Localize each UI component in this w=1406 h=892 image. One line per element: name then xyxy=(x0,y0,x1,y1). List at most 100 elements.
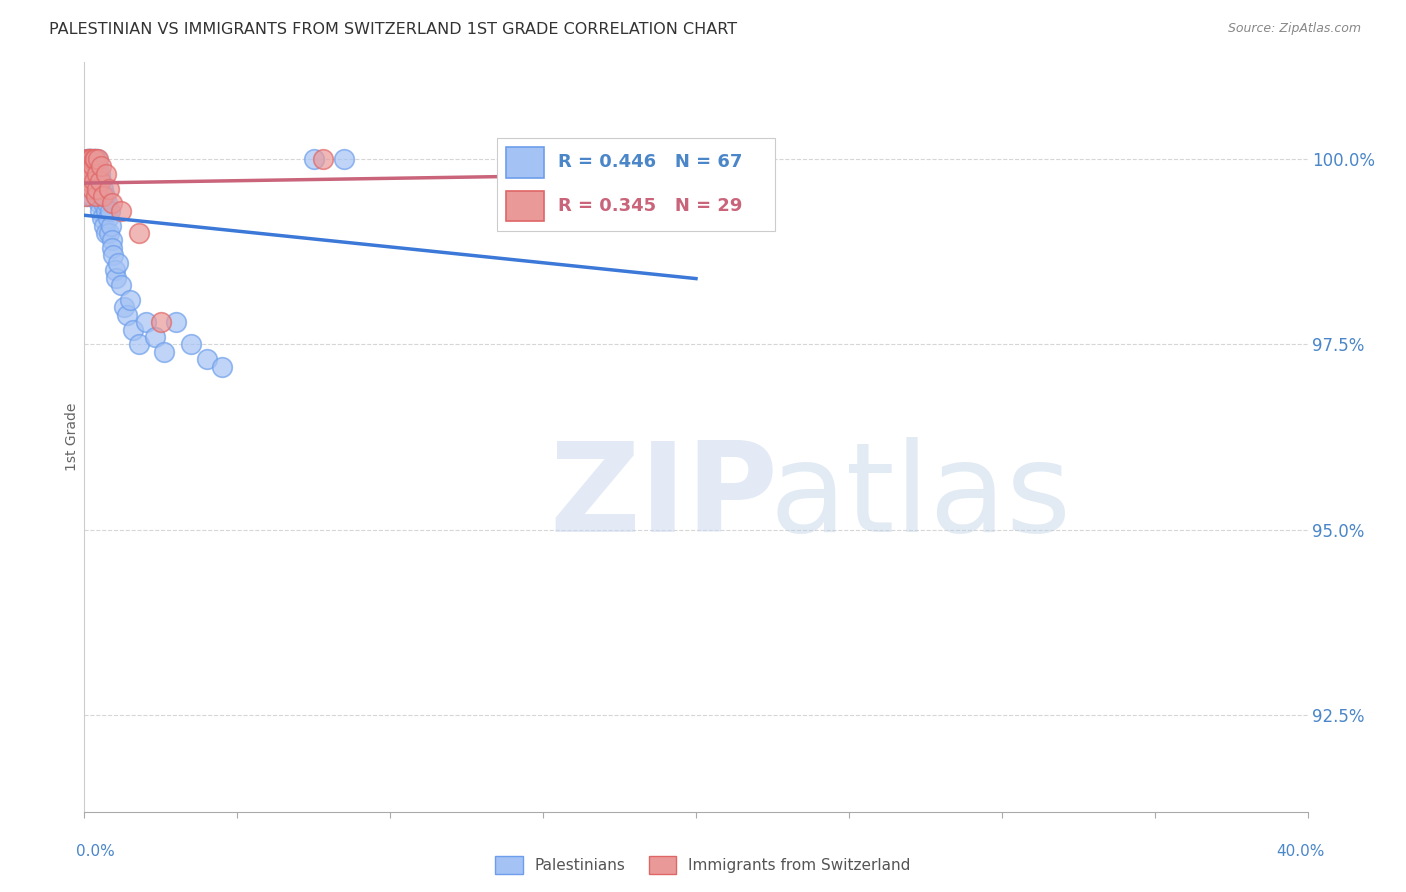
Point xyxy=(112,300,135,314)
Point xyxy=(100,219,122,233)
Text: PALESTINIAN VS IMMIGRANTS FROM SWITZERLAND 1ST GRADE CORRELATION CHART: PALESTINIAN VS IMMIGRANTS FROM SWITZERLA… xyxy=(49,22,737,37)
Point xyxy=(87,196,110,211)
Point xyxy=(77,159,100,173)
FancyBboxPatch shape xyxy=(506,191,544,221)
Point xyxy=(84,181,107,195)
Point xyxy=(80,167,103,181)
Point xyxy=(79,152,101,166)
Point xyxy=(89,174,111,188)
Point xyxy=(79,174,101,188)
Text: Source: ZipAtlas.com: Source: ZipAtlas.com xyxy=(1227,22,1361,36)
Point xyxy=(75,189,97,203)
Point xyxy=(94,203,117,218)
Point xyxy=(82,159,104,173)
Point xyxy=(77,181,100,195)
Legend: Palestinians, Immigrants from Switzerland: Palestinians, Immigrants from Switzerlan… xyxy=(489,850,917,880)
Point xyxy=(86,152,108,166)
Point xyxy=(93,219,115,233)
Point xyxy=(84,152,107,166)
Point xyxy=(96,226,118,240)
Point xyxy=(83,174,105,188)
Point xyxy=(94,189,117,203)
Point xyxy=(76,189,98,203)
Point xyxy=(120,293,142,307)
Point xyxy=(103,248,125,262)
Point xyxy=(128,337,150,351)
Point xyxy=(101,196,124,211)
Point xyxy=(91,181,114,195)
Point xyxy=(79,152,101,166)
Point xyxy=(101,241,124,255)
Point xyxy=(86,189,108,203)
Point xyxy=(80,152,103,166)
Point xyxy=(107,256,129,270)
Point xyxy=(90,189,112,203)
Point xyxy=(91,189,114,203)
Text: R = 0.345   N = 29: R = 0.345 N = 29 xyxy=(558,196,742,215)
Point xyxy=(180,337,202,351)
Point xyxy=(115,308,138,322)
Point xyxy=(110,278,132,293)
Point xyxy=(80,181,103,195)
Point xyxy=(97,211,120,226)
Point xyxy=(104,263,127,277)
Point xyxy=(80,189,103,203)
Point xyxy=(77,152,100,166)
Point xyxy=(94,167,117,181)
Point xyxy=(135,315,157,329)
Point xyxy=(76,167,98,181)
Point xyxy=(77,152,100,166)
Point xyxy=(333,152,356,166)
Point xyxy=(77,152,100,166)
Point xyxy=(77,167,100,181)
Point xyxy=(76,152,98,166)
Point xyxy=(153,344,176,359)
Point xyxy=(86,181,108,195)
Text: atlas: atlas xyxy=(769,436,1071,558)
Point xyxy=(84,167,107,181)
Text: ZIP: ZIP xyxy=(550,436,778,558)
Point xyxy=(83,174,105,188)
Point xyxy=(83,159,105,173)
Point xyxy=(91,211,114,226)
Point xyxy=(84,152,107,166)
Point xyxy=(97,181,120,195)
Point xyxy=(105,270,128,285)
Point xyxy=(211,359,233,374)
Point xyxy=(84,189,107,203)
Point xyxy=(149,315,172,329)
Point xyxy=(101,234,124,248)
Point xyxy=(89,181,111,195)
Point xyxy=(89,167,111,181)
Point xyxy=(110,203,132,218)
Text: R = 0.446   N = 67: R = 0.446 N = 67 xyxy=(558,153,742,171)
Point xyxy=(77,174,100,188)
Point xyxy=(82,181,104,195)
Point xyxy=(79,167,101,181)
Point xyxy=(87,159,110,173)
Point xyxy=(89,203,111,218)
Point xyxy=(91,196,114,211)
Point xyxy=(83,152,105,166)
Text: 0.0%: 0.0% xyxy=(76,845,115,859)
Point xyxy=(76,159,98,173)
Point xyxy=(128,226,150,240)
Point xyxy=(83,152,105,166)
FancyBboxPatch shape xyxy=(498,138,775,231)
Point xyxy=(312,152,335,166)
FancyBboxPatch shape xyxy=(506,147,544,178)
Point xyxy=(97,226,120,240)
Point xyxy=(80,159,103,173)
Point xyxy=(79,152,101,166)
Point xyxy=(195,352,218,367)
Point xyxy=(98,203,121,218)
Point xyxy=(143,330,166,344)
Y-axis label: 1st Grade: 1st Grade xyxy=(65,403,79,471)
Point xyxy=(80,152,103,166)
Point xyxy=(86,174,108,188)
Text: 40.0%: 40.0% xyxy=(1277,845,1324,859)
Point xyxy=(79,167,101,181)
Point xyxy=(165,315,187,329)
Point xyxy=(638,152,661,166)
Point xyxy=(122,322,145,336)
